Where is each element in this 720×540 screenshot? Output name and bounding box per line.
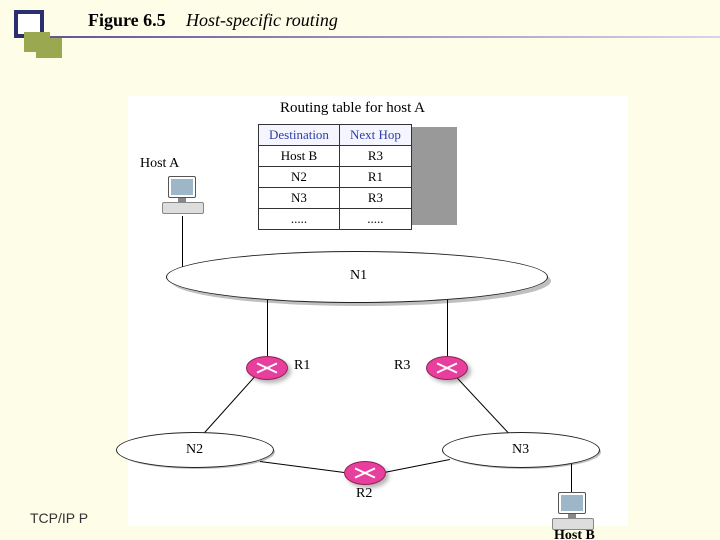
connector — [384, 459, 450, 473]
router-r2 — [344, 461, 386, 485]
r3-label: R3 — [394, 358, 410, 374]
n2-label: N2 — [186, 442, 203, 458]
col-next-hop: Next Hop — [339, 125, 411, 146]
table-row: ..... ..... — [259, 209, 412, 230]
figure-label: Figure 6.5 — [88, 10, 166, 31]
router-r1 — [246, 356, 288, 380]
figure-title: Host-specific routing — [186, 10, 338, 31]
n1-label: N1 — [350, 268, 367, 284]
table-row: N3 R3 — [259, 188, 412, 209]
routing-diagram: Routing table for host A Destination Nex… — [128, 96, 628, 526]
col-destination: Destination — [259, 125, 340, 146]
connector — [267, 296, 268, 356]
host-a-label: Host A — [140, 156, 179, 172]
host-b-icon — [552, 492, 596, 532]
table-row: Host B R3 — [259, 146, 412, 167]
connector — [203, 375, 256, 434]
host-a-icon — [162, 176, 206, 216]
r1-label: R1 — [294, 358, 310, 374]
logo-squares-icon — [14, 10, 66, 62]
connector — [455, 376, 510, 435]
table-row: N2 R1 — [259, 167, 412, 188]
router-r3 — [426, 356, 468, 380]
header-divider — [14, 36, 720, 38]
connector — [571, 464, 572, 494]
footer-text: TCP/IP P — [30, 510, 88, 526]
routing-table: Destination Next Hop Host B R3 N2 R1 N3 … — [258, 124, 412, 230]
r2-label: R2 — [356, 486, 372, 502]
connector — [260, 461, 344, 473]
routing-table-title: Routing table for host A — [280, 100, 425, 117]
connector — [182, 216, 183, 271]
routing-table-header: Destination Next Hop — [259, 125, 412, 146]
host-b-label: Host B — [554, 528, 595, 540]
slide: Figure 6.5 Host-specific routing TCP/IP … — [0, 0, 720, 540]
connector — [447, 296, 448, 356]
n3-label: N3 — [512, 442, 529, 458]
